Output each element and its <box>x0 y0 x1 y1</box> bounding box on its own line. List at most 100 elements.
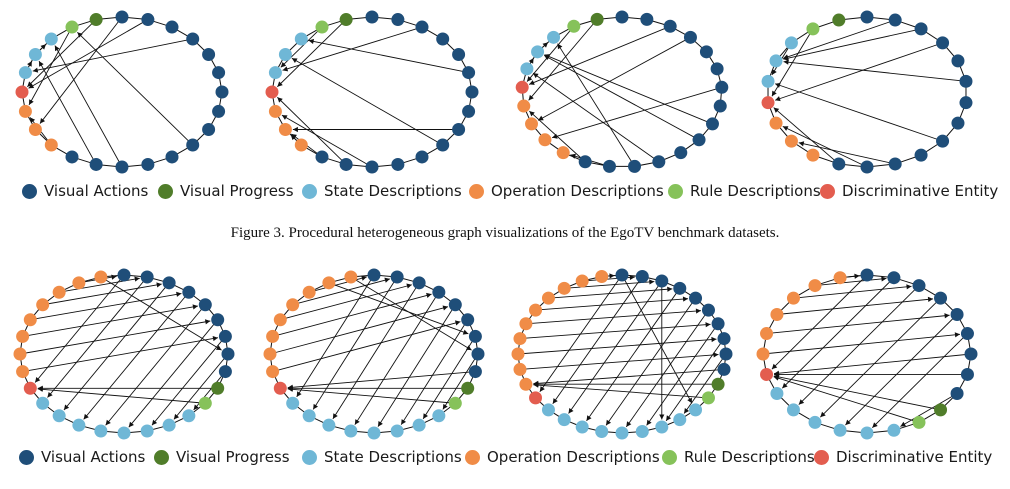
nodes <box>515 10 729 173</box>
node-state-descriptions <box>36 396 50 410</box>
edge <box>38 60 97 165</box>
node-visual-actions <box>912 279 926 293</box>
edge <box>422 336 476 420</box>
figure-caption-label: Figure 3. <box>230 225 285 241</box>
node-state-descriptions <box>72 418 86 432</box>
edge-arrowhead <box>212 335 219 342</box>
node-operation-descriptions <box>833 271 847 285</box>
node-operation-descriptions <box>519 377 533 391</box>
edge <box>783 61 967 82</box>
legend-item-operation-descriptions: Operation Descriptions <box>469 182 664 200</box>
chord-edges <box>762 273 972 429</box>
legend-label: Visual Progress <box>176 448 290 466</box>
node-state-descriptions <box>541 403 555 417</box>
edge <box>296 274 375 398</box>
node-operation-descriptions <box>44 138 58 152</box>
node-rule-descriptions <box>198 396 212 410</box>
legend-item-visual-actions: Visual Actions <box>22 182 148 200</box>
edge-arrowhead <box>533 73 539 79</box>
node-visual-actions <box>860 10 874 24</box>
node-visual-actions <box>652 155 666 169</box>
legend-dot-visual-actions <box>19 449 34 465</box>
node-visual-progress <box>934 403 948 417</box>
edge-arrowhead <box>277 81 283 87</box>
edge-arrowhead <box>586 415 592 421</box>
legend-label: Visual Actions <box>44 182 149 200</box>
edge-arrowhead <box>528 94 534 101</box>
edge-arrowhead <box>783 55 789 61</box>
node-visual-actions <box>705 117 719 131</box>
edge-arrowhead <box>771 363 778 370</box>
figure-caption-text: Procedural heterogeneous graph visualiza… <box>288 225 780 241</box>
node-visual-actions <box>390 270 404 284</box>
edge <box>586 288 681 422</box>
node-visual-actions <box>117 268 131 282</box>
node-visual-actions <box>635 270 649 284</box>
edge <box>548 288 673 299</box>
edge <box>377 304 456 427</box>
node-state-descriptions <box>390 424 404 438</box>
node-state-descriptions <box>860 426 874 440</box>
node-visual-actions <box>628 159 642 173</box>
node-discriminative-entity <box>265 85 279 99</box>
nodes <box>263 268 485 440</box>
edge <box>28 19 149 89</box>
edge <box>277 19 347 88</box>
node-visual-actions <box>713 99 727 113</box>
edge <box>281 114 373 168</box>
node-operation-descriptions <box>760 327 774 341</box>
edge-arrowhead <box>442 305 449 311</box>
chord-edges <box>526 19 722 167</box>
node-visual-actions <box>365 10 379 24</box>
node-visual-progress <box>211 381 225 395</box>
node-visual-actions <box>218 329 232 343</box>
node-operation-descriptions <box>513 362 527 376</box>
legend-dot-rule-descriptions <box>662 449 677 465</box>
node-state-descriptions <box>520 62 534 76</box>
edge <box>105 304 206 426</box>
node-operation-descriptions <box>529 303 543 317</box>
nodes <box>761 10 973 174</box>
edge <box>773 376 920 423</box>
edge-arrowhead <box>277 97 283 103</box>
legend-label: Rule Descriptions <box>684 448 815 466</box>
node-visual-actions <box>462 104 476 118</box>
edge <box>442 353 479 410</box>
node-state-descriptions <box>635 424 649 438</box>
edge <box>771 28 814 97</box>
node-operation-descriptions <box>786 291 800 305</box>
edge-arrowhead <box>442 403 448 410</box>
edge-arrowhead <box>423 413 429 419</box>
edge <box>63 282 170 411</box>
node-visual-progress <box>89 13 103 27</box>
node-operation-descriptions <box>302 285 316 299</box>
legend-item-rule-descriptions: Rule Descriptions <box>662 448 815 466</box>
edge <box>782 19 896 59</box>
edge <box>783 28 922 60</box>
edge <box>552 86 722 139</box>
edge <box>872 333 968 429</box>
edge-arrowhead <box>906 284 912 290</box>
edge <box>773 375 941 411</box>
legend-dot-state-descriptions <box>302 449 317 465</box>
edge <box>820 297 941 418</box>
edge <box>519 354 719 370</box>
edge-arrowhead <box>192 304 198 310</box>
edge <box>309 276 367 293</box>
edge <box>83 291 190 420</box>
edge-arrowhead <box>287 386 293 392</box>
chord-edges <box>269 274 479 427</box>
node-state-descriptions <box>595 424 609 438</box>
node-rule-descriptions <box>448 396 462 410</box>
edge-arrowhead <box>626 421 632 427</box>
node-operation-descriptions <box>286 298 300 312</box>
edge-arrowhead <box>820 411 826 418</box>
egotv-graph-3 <box>515 10 729 173</box>
edge <box>798 142 896 165</box>
legend-item-visual-actions: Visual Actions <box>19 448 145 466</box>
edge-arrowhead <box>281 115 288 120</box>
node-state-descriptions <box>182 409 196 423</box>
edge <box>32 38 193 72</box>
node-operation-descriptions <box>541 291 555 305</box>
figure-caption: Figure 3. Procedural heterogeneous graph… <box>0 225 1010 242</box>
